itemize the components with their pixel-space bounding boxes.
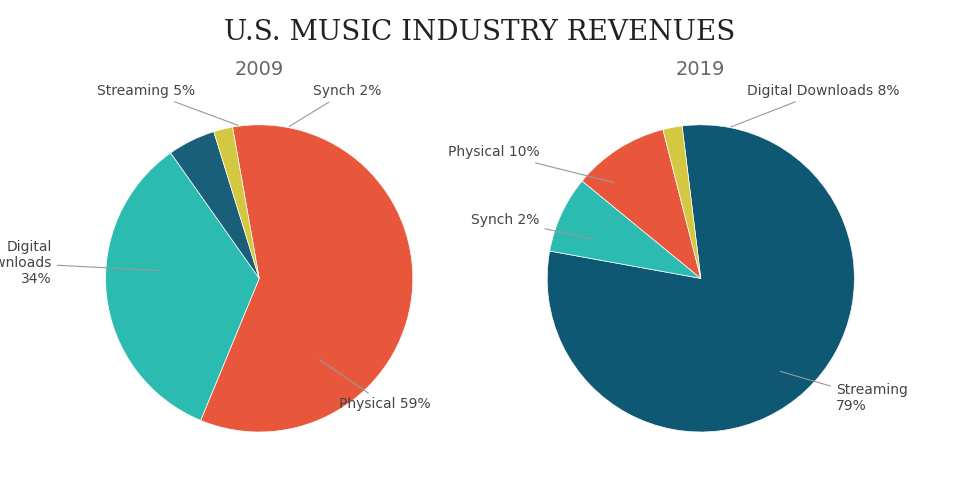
Text: Streaming 5%: Streaming 5% bbox=[97, 84, 238, 125]
Text: U.S. MUSIC INDUSTRY REVENUES: U.S. MUSIC INDUSTRY REVENUES bbox=[225, 19, 735, 46]
Wedge shape bbox=[663, 126, 701, 278]
Text: Synch 2%: Synch 2% bbox=[289, 84, 381, 126]
Text: Digital Downloads 8%: Digital Downloads 8% bbox=[731, 84, 900, 127]
Title: 2019: 2019 bbox=[676, 60, 726, 79]
Text: Synch 2%: Synch 2% bbox=[471, 213, 593, 240]
Text: Streaming
79%: Streaming 79% bbox=[780, 372, 908, 413]
Wedge shape bbox=[106, 153, 259, 420]
Wedge shape bbox=[171, 132, 259, 278]
Wedge shape bbox=[550, 181, 701, 278]
Title: 2009: 2009 bbox=[234, 60, 284, 79]
Wedge shape bbox=[214, 127, 259, 278]
Wedge shape bbox=[582, 130, 701, 278]
Wedge shape bbox=[547, 125, 854, 432]
Wedge shape bbox=[201, 125, 413, 432]
Text: Digital
Downloads
34%: Digital Downloads 34% bbox=[0, 240, 161, 286]
Text: Physical 10%: Physical 10% bbox=[448, 145, 613, 182]
Text: Physical 59%: Physical 59% bbox=[320, 360, 431, 411]
